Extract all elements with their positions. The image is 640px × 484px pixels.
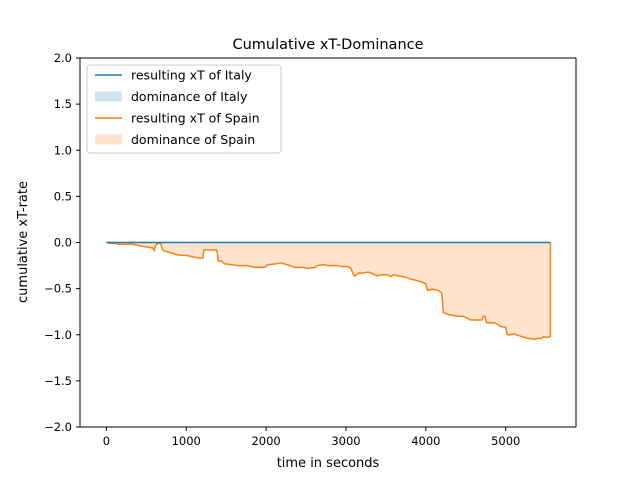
legend-entry-label: dominance of Spain	[131, 132, 255, 147]
x-axis-ticks: 0 1000 2000 3000 4000 5000	[103, 427, 520, 448]
dominance-fill-layer	[106, 242, 551, 340]
x-tick-label: 3000	[331, 434, 360, 448]
legend-entry-label: resulting xT of Spain	[131, 111, 260, 126]
legend-box	[86, 64, 282, 154]
y-tick-label: −0.5	[44, 282, 72, 296]
x-tick-label: 0	[103, 434, 110, 448]
y-tick-label: −1.0	[44, 328, 72, 342]
y-axis-label: cumulative xT-rate	[16, 181, 31, 303]
series-line-layer	[106, 241, 552, 341]
y-tick-label: −1.5	[44, 374, 72, 388]
series-line-spain	[106, 241, 552, 341]
y-tick-label: 2.0	[54, 51, 72, 65]
dominance-fill-spain	[106, 242, 551, 340]
y-tick-label: 1.0	[54, 143, 72, 157]
legend: resulting xT of Italy dominance of Italy r…	[86, 64, 282, 154]
x-tick-label: 4000	[411, 434, 440, 448]
y-tick-label: 0.0	[54, 236, 72, 250]
legend-entry-label: dominance of Italy	[131, 89, 248, 104]
y-tick-label: 1.5	[54, 97, 72, 111]
y-tick-label: 0.5	[54, 189, 72, 203]
legend-entry-label: resulting xT of Italy	[131, 68, 252, 83]
x-axis-label: time in seconds	[277, 456, 380, 471]
axes-frame	[79, 57, 577, 428]
y-axis-ticks: −2.0 −1.5 −1.0 −0.5 0.0 0.5 1.0 1.5 2.0	[44, 51, 80, 434]
y-tick-label: −2.0	[44, 420, 72, 434]
x-tick-label: 1000	[172, 434, 201, 448]
legend-patch-swatch	[95, 91, 122, 102]
legend-patch-swatch	[95, 134, 122, 145]
x-tick-label: 5000	[491, 434, 520, 448]
chart-title: Cumulative xT-Dominance	[232, 37, 423, 53]
x-tick-label: 2000	[251, 434, 280, 448]
